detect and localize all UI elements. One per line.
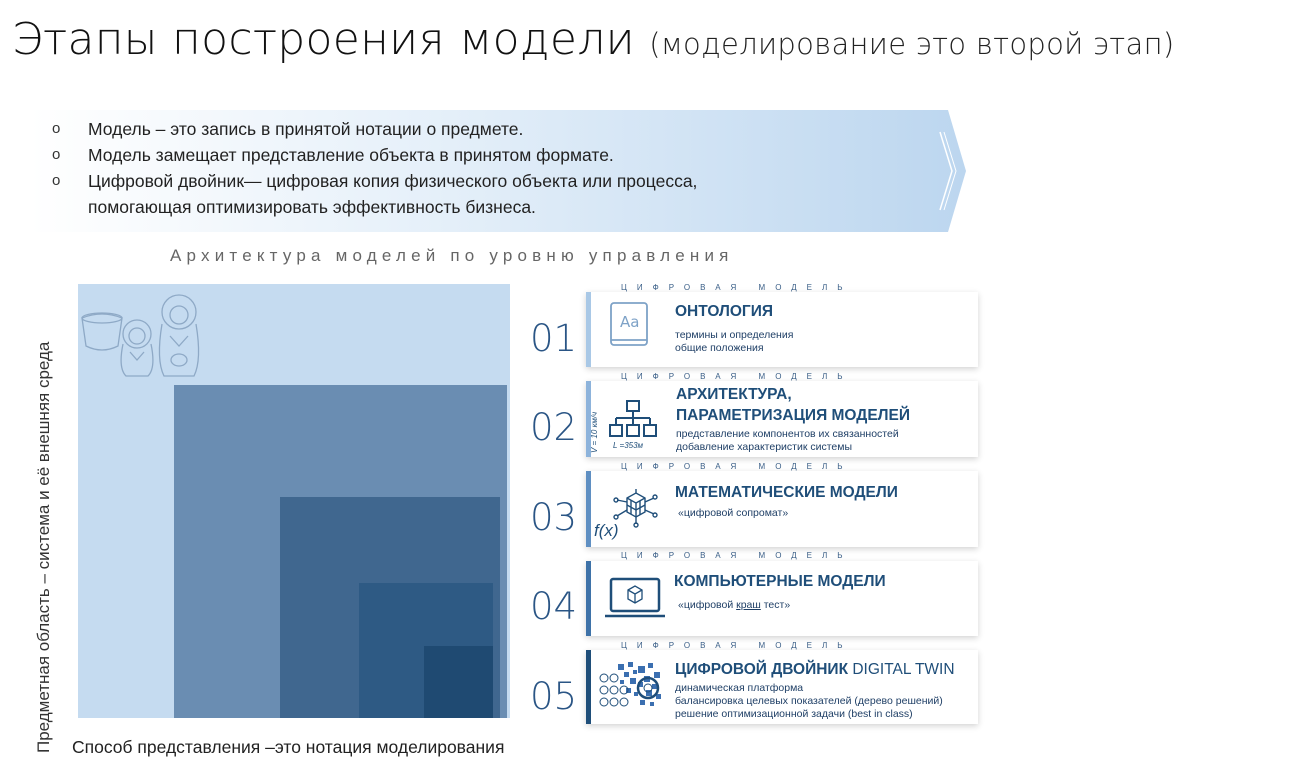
stage-card-architecture (586, 381, 978, 457)
stage-kicker: ЦИФРОВАЯ МОДЕЛЬ (621, 641, 853, 650)
digital-gear-icon (599, 662, 661, 707)
cube-network-icon (613, 489, 658, 528)
velocity-note: V = 10 км/ч (590, 411, 599, 453)
card-title: КОМПЬЮТЕРНЫЕ МОДЕЛИ (674, 573, 886, 590)
card-accent-bar (586, 471, 591, 547)
stage-card-ontology (586, 292, 978, 367)
card-desc: «цифровой сопромат» (678, 507, 789, 519)
card-desc: представление компонентов их связанносте… (676, 428, 899, 440)
bullet-text: Цифровой двойник— цифровая копия физичес… (88, 171, 698, 217)
card-accent-bar (586, 650, 591, 724)
stage-number-05: 05 (530, 675, 578, 718)
card-accent-bar (586, 292, 591, 367)
x-axis-label: Способ представления –это нотация модели… (72, 737, 505, 757)
card-desc: балансировка целевых показателей (дерево… (675, 695, 943, 707)
card-desc: общие положения (675, 342, 764, 354)
bullet-mark: o (52, 172, 61, 189)
card-title: МАТЕМАТИЧЕСКИЕ МОДЕЛИ (675, 484, 898, 501)
card-title-en: DIGITAL TWIN (852, 661, 955, 678)
card-desc-underlined: краш (736, 599, 761, 611)
card-accent-bar (586, 561, 591, 636)
card-desc-part: тест» (760, 599, 791, 611)
y-axis-label: Предметная область – система и её внешня… (34, 341, 53, 753)
title-subtitle: (моделирование это второй этап) (649, 27, 1175, 61)
laptop-cube-icon (605, 577, 665, 618)
definition-list: o Модель – это запись в принятой нотации… (52, 116, 932, 220)
card-desc-part: «цифровой (678, 599, 737, 611)
list-item: o Цифровой двойник— цифровая копия физич… (52, 168, 708, 220)
banner-arrow-shape (30, 110, 966, 232)
hierarchy-icon (609, 400, 657, 437)
card-desc: «цифровой краш тест» (678, 599, 790, 612)
card-desc: решение оптимизационной задачи (best in … (675, 708, 913, 720)
bullet-mark: o (52, 120, 61, 137)
card-desc: добавление характеристик системы (676, 441, 852, 453)
stage-number-01: 01 (530, 317, 578, 360)
matryoshka-dolls-icon (81, 294, 200, 377)
card-accent-bar (586, 381, 591, 457)
card-desc: динамическая платформа (675, 682, 804, 694)
stage-kicker: ЦИФРОВАЯ МОДЕЛЬ (621, 372, 853, 381)
svg-text:Aa: Aa (620, 313, 639, 331)
level-square-5 (424, 646, 493, 718)
list-item: o Модель замещает представление объекта … (52, 142, 932, 168)
bullet-text: Модель замещает представление объекта в … (88, 145, 614, 165)
stage-number-03: 03 (530, 496, 578, 539)
stage-kicker: ЦИФРОВАЯ МОДЕЛЬ (621, 283, 853, 292)
card-title: ПАРАМЕТРИЗАЦИЯ МОДЕЛЕЙ (676, 407, 911, 424)
title-main: Этапы построения модели (12, 14, 635, 65)
card-title: ЦИФРОВОЙ ДВОЙНИК DIGITAL TWIN (675, 660, 955, 680)
stage-kicker: ЦИФРОВАЯ МОДЕЛЬ (621, 462, 853, 471)
book-icon: Aa (610, 302, 648, 346)
stage-card-digital-twin (586, 650, 978, 724)
stage-number-04: 04 (530, 585, 578, 628)
length-note: L =353м (613, 441, 644, 450)
card-title: ОНТОЛОГИЯ (675, 303, 774, 320)
architecture-title: Архитектура моделей по уровню управления (170, 246, 734, 265)
card-title: АРХИТЕКТУРА, (676, 386, 792, 403)
bullet-mark: o (52, 146, 61, 163)
stage-card-math-models (586, 471, 978, 547)
card-title-ru: ЦИФРОВОЙ ДВОЙНИК (675, 661, 849, 678)
formula-label: f(x) (594, 521, 619, 540)
slide-title: Этапы построения модели (моделирование э… (12, 14, 1174, 65)
card-desc: термины и определения (675, 329, 794, 341)
stage-kicker: ЦИФРОВАЯ МОДЕЛЬ (621, 551, 853, 560)
definitions-banner (30, 110, 966, 232)
stage-card-computer-models (586, 561, 978, 636)
list-item: o Модель – это запись в принятой нотации… (52, 116, 932, 142)
bullet-text: Модель – это запись в принятой нотации о… (88, 119, 524, 139)
stage-number-02: 02 (530, 406, 578, 449)
